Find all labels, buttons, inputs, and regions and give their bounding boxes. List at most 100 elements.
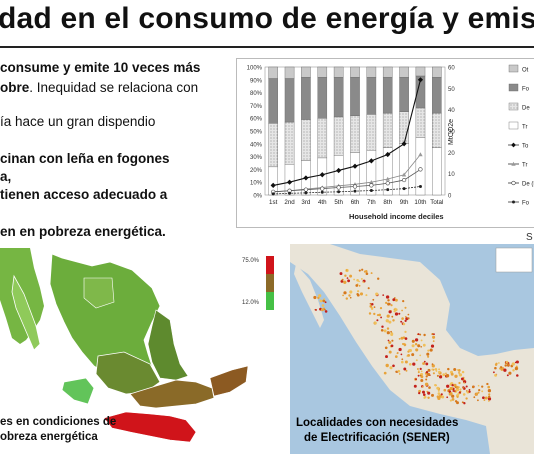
locality-dot bbox=[456, 369, 459, 371]
locality-dot bbox=[503, 368, 507, 372]
locality-dot bbox=[421, 386, 424, 388]
chart-bar-fo-3rd bbox=[301, 77, 311, 120]
locality-dot bbox=[390, 333, 394, 336]
chart-bar-ot-7th bbox=[366, 66, 377, 78]
locality-dot bbox=[437, 389, 440, 392]
locality-dot bbox=[420, 345, 423, 348]
locality-dot bbox=[461, 401, 464, 404]
chart-point-de bbox=[418, 167, 423, 172]
locality-dot bbox=[398, 347, 402, 352]
locality-dot bbox=[441, 395, 445, 399]
chart-bar-de-3rd bbox=[301, 119, 311, 161]
chart-x-tick-label: 7th bbox=[367, 199, 376, 206]
locality-dot bbox=[452, 389, 455, 392]
locality-dot bbox=[413, 384, 417, 388]
chart-bar-fo-4th bbox=[317, 77, 328, 119]
locality-dot bbox=[373, 312, 376, 316]
locality-dot bbox=[394, 298, 398, 302]
locality-dot bbox=[419, 367, 422, 371]
locality-dot bbox=[365, 294, 368, 297]
locality-dot bbox=[324, 301, 327, 304]
chart-right-axis-label: MtCO2e bbox=[448, 119, 455, 145]
locality-dot bbox=[401, 309, 403, 312]
jalisco-region bbox=[61, 377, 95, 405]
chart-point-de bbox=[352, 184, 358, 189]
locality-dot bbox=[388, 320, 392, 324]
locality-dot bbox=[363, 270, 367, 273]
locality-dot bbox=[417, 344, 421, 348]
locality-dot bbox=[398, 337, 401, 340]
locality-dot bbox=[457, 369, 461, 372]
locality-dot bbox=[455, 385, 459, 389]
stray-fragment-label: S bbox=[526, 232, 533, 243]
locality-dot bbox=[431, 333, 434, 336]
chart-right-tick-label: 60 bbox=[448, 66, 455, 72]
bullet-line-2-rest: . Inequidad se relaciona con bbox=[29, 80, 199, 95]
locality-dot bbox=[454, 374, 458, 378]
chart-bar-de-9th bbox=[399, 111, 409, 144]
chart-x-tick-label: 8th bbox=[383, 199, 392, 206]
locality-dot bbox=[439, 375, 443, 379]
locality-dot bbox=[434, 383, 437, 387]
locality-dot bbox=[385, 301, 388, 305]
locality-dot bbox=[477, 391, 480, 394]
chart-bar-ot-1st bbox=[268, 66, 278, 79]
locality-dot bbox=[423, 360, 426, 363]
locality-dot bbox=[381, 325, 384, 328]
locality-dot bbox=[407, 317, 410, 320]
locality-dot bbox=[458, 391, 461, 394]
locality-dot bbox=[362, 281, 365, 284]
locality-dot bbox=[483, 399, 486, 401]
locality-dot bbox=[341, 278, 344, 281]
chart-x-tick-label: 4th bbox=[318, 199, 327, 206]
locality-dot bbox=[432, 340, 435, 343]
locality-dot bbox=[387, 299, 390, 302]
locality-dot bbox=[445, 374, 450, 378]
locality-dot bbox=[388, 340, 392, 345]
locality-dot bbox=[401, 342, 405, 346]
locality-dot bbox=[390, 304, 393, 307]
map-legend-box bbox=[495, 247, 533, 273]
locality-dot bbox=[506, 374, 509, 377]
locality-dot bbox=[402, 299, 405, 303]
locality-dot bbox=[320, 308, 324, 312]
chart-bar-fo-6th bbox=[350, 77, 360, 116]
energy-poverty-map: 75.0% 12.0% es en condiciones de obreza … bbox=[0, 248, 282, 458]
chart-legend-swatch bbox=[508, 121, 519, 130]
chart-x-tick-label: 5th bbox=[334, 199, 343, 206]
locality-dot bbox=[440, 393, 443, 396]
locality-dot bbox=[379, 307, 383, 310]
locality-dot bbox=[342, 294, 344, 297]
locality-dot bbox=[319, 299, 323, 303]
locality-dot bbox=[398, 373, 401, 375]
chart-point-fo bbox=[337, 190, 341, 194]
chart-legend-marker bbox=[511, 180, 516, 186]
locality-dot bbox=[339, 272, 343, 276]
chart-bar-de-6th bbox=[350, 115, 360, 153]
locality-dot bbox=[345, 297, 348, 300]
chart-bar-ot-2nd bbox=[284, 66, 295, 79]
locality-dot bbox=[343, 291, 347, 295]
slide-title: dad en el consumo de energía y emis bbox=[0, 2, 534, 35]
locality-dot bbox=[417, 333, 420, 336]
bullet-line-4: cinan con leña en fogones bbox=[0, 151, 170, 166]
chart-bar-fo-total bbox=[432, 77, 442, 114]
chart-left-tick-label: 90% bbox=[250, 78, 263, 84]
locality-dot bbox=[358, 269, 361, 272]
locality-dot bbox=[449, 392, 453, 396]
tamaulipas-region bbox=[147, 309, 189, 381]
locality-dot bbox=[382, 294, 385, 296]
chart-bar-ot-6th bbox=[350, 66, 360, 78]
energy-poverty-map-svg: 75.0% 12.0% bbox=[0, 248, 274, 443]
locality-dot bbox=[370, 272, 373, 275]
locality-dot bbox=[356, 279, 359, 282]
locality-dot bbox=[322, 299, 326, 303]
locality-dot bbox=[426, 352, 430, 356]
chart-bar-de-total bbox=[432, 112, 442, 148]
locality-dot bbox=[386, 314, 390, 318]
locality-dot bbox=[385, 295, 390, 299]
locality-dot bbox=[393, 310, 396, 313]
locality-dot bbox=[369, 305, 373, 308]
chart-left-tick-label: 20% bbox=[250, 168, 263, 174]
chart-point-to bbox=[352, 163, 358, 169]
